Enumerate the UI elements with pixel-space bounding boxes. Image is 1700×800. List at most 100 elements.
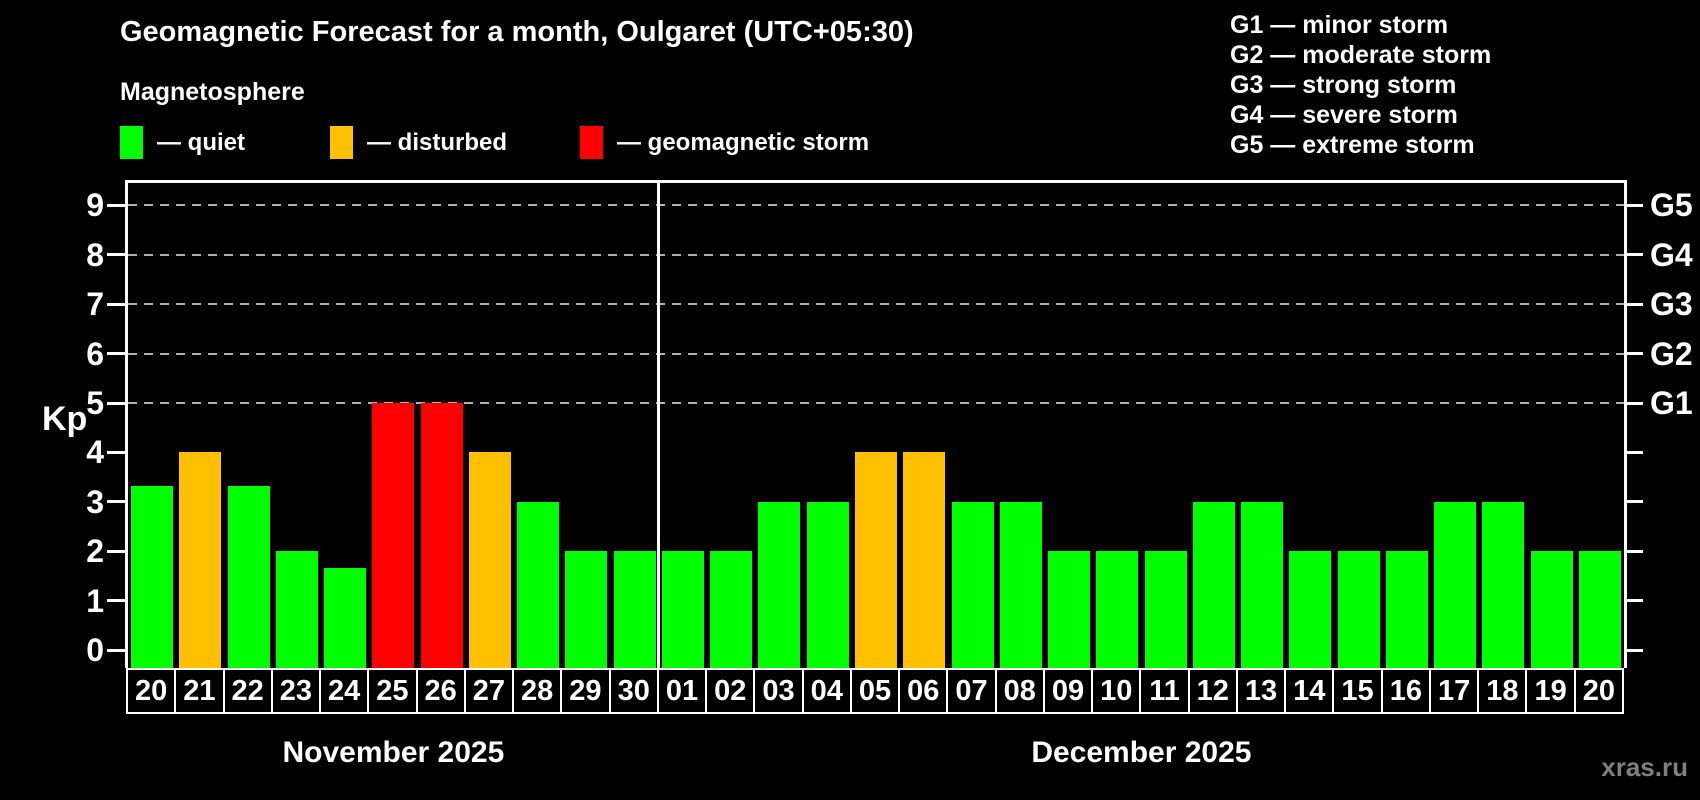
kp-bar-day-05	[855, 452, 897, 668]
y-axis-tick-label-9: 9	[86, 187, 104, 224]
kp-bar-day-22	[227, 485, 270, 668]
date-label: 16	[1380, 668, 1431, 714]
date-label: 12	[1187, 668, 1238, 714]
g-axis-label-G5: G5	[1650, 187, 1693, 224]
date-label: 29	[560, 668, 611, 714]
y-axis-tick-left-2	[107, 549, 125, 553]
gridline-kp-5	[128, 402, 1624, 404]
date-label: 25	[367, 668, 418, 714]
kp-bar-day-12	[1192, 501, 1235, 668]
y-axis-tick-label-8: 8	[86, 236, 104, 273]
date-label: 15	[1332, 668, 1383, 714]
y-axis-tick-left-3	[107, 500, 125, 504]
date-label: 24	[319, 668, 370, 714]
month-label-0: November 2025	[282, 736, 505, 769]
kp-bar-day-23	[275, 551, 318, 668]
legend-label-quiet: — quiet	[157, 128, 245, 156]
y-axis-tick-label-1: 1	[86, 582, 104, 619]
kp-bar-day-13	[1241, 501, 1284, 668]
kp-bar-day-28	[517, 501, 560, 668]
date-label: 28	[512, 668, 563, 714]
g-legend-line-1: G1 — minor storm	[1230, 11, 1449, 39]
y-axis-tick-label-5: 5	[86, 385, 104, 421]
gridline-kp-9	[128, 204, 1624, 207]
kp-bar-day-24	[324, 567, 367, 668]
date-label: 06	[898, 668, 949, 714]
legend-label-disturbed: — disturbed	[367, 128, 508, 156]
kp-bar-day-14	[1289, 551, 1332, 668]
g-axis-label-G3: G3	[1650, 286, 1693, 323]
y-axis-tick-left-1	[107, 599, 125, 603]
date-axis: 20 21 22 23 24 25 26 27 28 29 30 01 02 03 04 05 06 07 08 09…	[126, 668, 1628, 714]
quiet-color-swatch-icon	[120, 126, 143, 159]
kp-bar-day-26	[420, 403, 463, 668]
date-label: 14	[1284, 668, 1335, 714]
date-label: 04	[801, 668, 852, 714]
date-label: 01	[656, 668, 708, 714]
kp-bar-day-30	[613, 551, 656, 668]
kp-bar-day-03	[758, 501, 801, 668]
date-label: 03	[753, 668, 804, 714]
kp-bar-day-27	[468, 452, 511, 668]
kp-bar-day-16	[1385, 551, 1428, 668]
kp-bar-day-06	[903, 452, 946, 668]
date-label: 30	[608, 668, 659, 714]
disturbed-color-swatch-icon	[330, 126, 353, 159]
kp-bar-day-20	[131, 485, 174, 668]
date-label: 08	[994, 668, 1045, 714]
date-label: 26	[415, 668, 466, 714]
kp-bar-day-01	[661, 551, 704, 668]
y-axis-tick-left-8	[107, 253, 125, 257]
date-label: 23	[270, 668, 322, 714]
date-label: 21	[174, 668, 225, 714]
y-axis-tick-label-6: 6	[86, 335, 104, 372]
g-axis-label-G1: G1	[1650, 385, 1693, 421]
watermark: xras.ru	[1601, 752, 1688, 782]
y-axis-tick-right-9	[1625, 203, 1643, 207]
plot-area	[125, 180, 1627, 668]
kp-bar-day-20	[1578, 551, 1621, 668]
g-legend-line-2: G2 — moderate storm	[1230, 41, 1492, 69]
g-legend-line-5: G5 — extreme storm	[1230, 131, 1475, 159]
y-axis-tick-right-1	[1625, 599, 1643, 603]
date-label: 02	[705, 668, 756, 714]
date-label: 20	[126, 668, 177, 714]
date-label: 27	[463, 668, 515, 714]
date-label: 05	[849, 668, 901, 714]
y-axis-tick-left-5	[107, 401, 125, 405]
legend-item-disturbed: — disturbed	[330, 126, 507, 159]
legend-item-quiet: — quiet	[120, 126, 245, 159]
legend-item-storm: — geomagnetic storm	[580, 126, 869, 159]
kp-bar-day-17	[1434, 501, 1477, 668]
date-label: 13	[1235, 668, 1287, 714]
date-label: 10	[1091, 668, 1142, 714]
month-label-1: December 2025	[1031, 736, 1252, 769]
date-label: 11	[1139, 668, 1190, 714]
legend-label-storm: — geomagnetic storm	[617, 128, 870, 156]
kp-bar-day-25	[372, 403, 415, 668]
y-axis-tick-right-8	[1625, 253, 1643, 257]
date-label: 20	[1573, 668, 1624, 714]
kp-bar-day-15	[1337, 551, 1380, 668]
kp-bar-day-08	[999, 501, 1042, 668]
kp-bar-day-18	[1482, 501, 1525, 668]
page-title: Geomagnetic Forecast for a month, Oulgar…	[120, 16, 914, 48]
kp-bar-day-04	[806, 501, 849, 668]
gridline-kp-7	[128, 303, 1624, 306]
kp-bar-day-29	[565, 551, 608, 668]
date-label: 19	[1525, 668, 1576, 714]
y-axis-tick-left-0	[107, 648, 125, 652]
y-axis-tick-right-7	[1625, 302, 1643, 306]
date-label: 18	[1477, 668, 1528, 714]
g-scale-legend: G1 — minor storm G2 — moderate storm G3 — …	[1230, 10, 1491, 160]
storm-color-swatch-icon	[580, 126, 603, 159]
gridline-kp-8	[128, 253, 1624, 256]
g-axis-label-G2: G2	[1650, 335, 1693, 372]
kp-bar-day-09	[1048, 551, 1091, 668]
y-axis-tick-right-4	[1625, 450, 1643, 454]
y-axis-tick-left-4	[107, 450, 125, 454]
gridline-kp-6	[128, 352, 1624, 355]
y-axis-tick-label-4: 4	[86, 434, 104, 471]
y-axis-tick-label-2: 2	[86, 533, 104, 570]
